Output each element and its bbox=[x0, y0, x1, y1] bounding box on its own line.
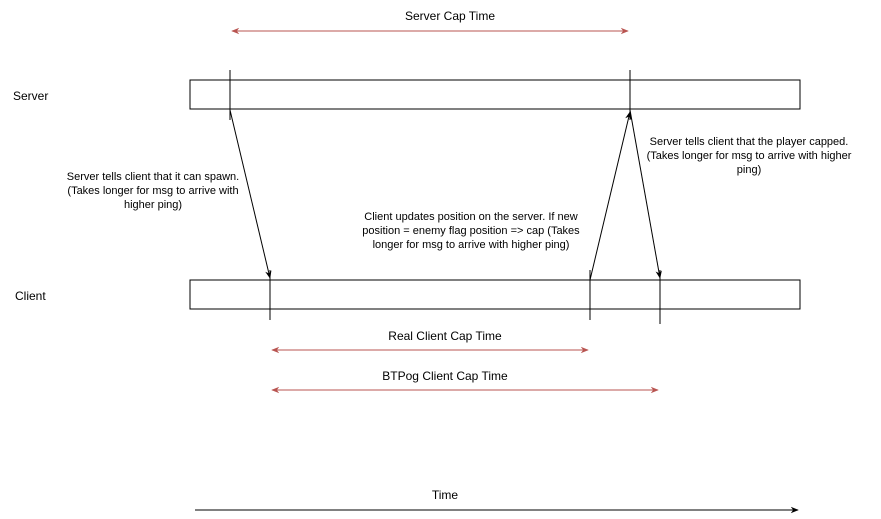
btpog-client-cap-time-label: BTPog Client Cap Time bbox=[382, 369, 508, 383]
capped-message-arrow bbox=[629, 109, 662, 279]
update-note-line: longer for msg to arrive with higher pin… bbox=[372, 239, 570, 251]
position-update-arrow bbox=[589, 111, 632, 281]
capped-note-line: (Takes longer for msg to arrive with hig… bbox=[646, 150, 852, 162]
spawn-message-note: Server tells client that it can spawn. (… bbox=[50, 170, 256, 212]
capped-note-line: Server tells client that the player capp… bbox=[649, 136, 849, 148]
time-axis-label: Time bbox=[431, 488, 459, 502]
update-note-line: Client updates position on the server. I… bbox=[364, 211, 578, 223]
position-update-note: Client updates position on the server. I… bbox=[343, 210, 599, 252]
capped-note-line: ping) bbox=[736, 164, 762, 176]
server-cap-time-label: Server Cap Time bbox=[404, 9, 496, 23]
spawn-note-line: (Takes longer for msg to arrive with bbox=[67, 185, 239, 197]
server-lane bbox=[189, 79, 801, 110]
spawn-message-arrow bbox=[229, 109, 272, 279]
real-client-cap-time-label: Real Client Cap Time bbox=[388, 329, 502, 343]
capped-message-note: Server tells client that the player capp… bbox=[636, 135, 862, 177]
spawn-note-line: higher ping) bbox=[123, 199, 183, 211]
update-note-line: position = enemy flag position => cap (T… bbox=[362, 225, 580, 237]
server-lane-label: Server bbox=[13, 89, 49, 103]
client-lane bbox=[189, 279, 801, 310]
client-lane-label: Client bbox=[15, 289, 46, 303]
spawn-note-line: Server tells client that it can spawn. bbox=[66, 171, 240, 183]
